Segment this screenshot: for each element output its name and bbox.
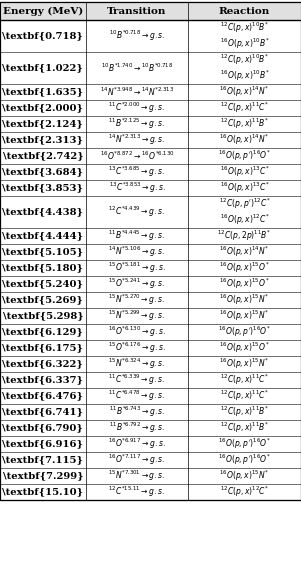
- Text: $^{14}N^{*3.948}\rightarrow{}^{14}N^{*2.313}$: $^{14}N^{*3.948}\rightarrow{}^{14}N^{*2.…: [100, 86, 174, 98]
- Text: $^{11}C^{*6.478}\rightarrow g.s.$: $^{11}C^{*6.478}\rightarrow g.s.$: [108, 389, 166, 403]
- Text: \textbf{5.298}: \textbf{5.298}: [2, 312, 83, 320]
- Text: $^{11}B^{*6.743}\rightarrow g.s.$: $^{11}B^{*6.743}\rightarrow g.s.$: [109, 405, 165, 419]
- Text: $^{12}C^{*4.439}\rightarrow g.s.$: $^{12}C^{*4.439}\rightarrow g.s.$: [108, 205, 166, 219]
- Text: \textbf{4.438}: \textbf{4.438}: [2, 207, 83, 217]
- Text: $^{15}O^{*5.181}\rightarrow g.s.$: $^{15}O^{*5.181}\rightarrow g.s.$: [108, 261, 166, 275]
- Text: $^{12}C(p,x)^{11}B^{*}$: $^{12}C(p,x)^{11}B^{*}$: [220, 117, 269, 131]
- Text: $^{16}O^{*6.130}\rightarrow g.s.$: $^{16}O^{*6.130}\rightarrow g.s.$: [108, 325, 166, 339]
- Text: \textbf{5.180}: \textbf{5.180}: [2, 264, 83, 273]
- Text: \textbf{6.175}: \textbf{6.175}: [2, 343, 83, 352]
- Text: $^{16}O(p,x)^{14}N^{*}$: $^{16}O(p,x)^{14}N^{*}$: [219, 85, 270, 99]
- Bar: [0, 2, 301, 20]
- Text: \textbf{3.853}: \textbf{3.853}: [2, 183, 83, 193]
- Text: $^{11}B^{*2.125}\rightarrow g.s.$: $^{11}B^{*2.125}\rightarrow g.s.$: [108, 117, 166, 131]
- Text: $^{16}O(p,x)^{15}O^{*}$: $^{16}O(p,x)^{15}O^{*}$: [219, 261, 270, 275]
- Text: Transition: Transition: [107, 6, 167, 15]
- Text: \textbf{5.240}: \textbf{5.240}: [2, 280, 83, 288]
- Text: \textbf{4.444}: \textbf{4.444}: [2, 231, 83, 241]
- Text: \textbf{7.299}: \textbf{7.299}: [3, 472, 83, 481]
- Bar: [0, 2, 301, 500]
- Text: $^{16}O^{*8.872}\rightarrow{}^{16}O^{*6.130}$: $^{16}O^{*8.872}\rightarrow{}^{16}O^{*6.…: [100, 150, 174, 162]
- Text: $^{16}O^{*7.117}\rightarrow g.s.$: $^{16}O^{*7.117}\rightarrow g.s.$: [108, 453, 166, 467]
- Text: \textbf{6.322}: \textbf{6.322}: [2, 359, 83, 368]
- Text: $^{15}N^{*7.301}\rightarrow g.s.$: $^{15}N^{*7.301}\rightarrow g.s.$: [108, 469, 166, 483]
- Text: $^{16}O(p,x)^{15}O^{*}$: $^{16}O(p,x)^{15}O^{*}$: [219, 341, 270, 355]
- Text: \textbf{2.000}: \textbf{2.000}: [2, 104, 83, 112]
- Text: Energy (MeV): Energy (MeV): [3, 6, 83, 15]
- Text: $^{11}C^{*2.000}\rightarrow g.s.$: $^{11}C^{*2.000}\rightarrow g.s.$: [108, 101, 166, 115]
- Text: $^{12}C(p,x)^{11}B^{*}$: $^{12}C(p,x)^{11}B^{*}$: [220, 421, 269, 435]
- Text: $^{15}N^{*6.324}\rightarrow g.s.$: $^{15}N^{*6.324}\rightarrow g.s.$: [108, 357, 166, 371]
- Text: $^{16}O(p,x)^{15}O^{*}$: $^{16}O(p,x)^{15}O^{*}$: [219, 277, 270, 291]
- Text: $^{16}O(p,x)^{14}N^{*}$: $^{16}O(p,x)^{14}N^{*}$: [219, 245, 270, 259]
- Bar: [0, 2, 301, 500]
- Text: $^{15}O^{*5.241}\rightarrow g.s.$: $^{15}O^{*5.241}\rightarrow g.s.$: [108, 277, 166, 291]
- Text: $^{12}C(p,x)^{10}B^{*}$: $^{12}C(p,x)^{10}B^{*}$: [220, 53, 269, 67]
- Text: $^{12}C(p,x)^{10}B^{*}$: $^{12}C(p,x)^{10}B^{*}$: [220, 21, 269, 35]
- Text: $^{16}O(p,x)^{13}C^{*}$: $^{16}O(p,x)^{13}C^{*}$: [219, 165, 270, 179]
- Text: $^{16}O(p,x)^{15}N^{*}$: $^{16}O(p,x)^{15}N^{*}$: [219, 293, 270, 307]
- Text: $^{16}O(p,x)^{10}B^{*}$: $^{16}O(p,x)^{10}B^{*}$: [220, 37, 269, 51]
- Text: $^{10}B^{*0.718}\rightarrow g.s.$: $^{10}B^{*0.718}\rightarrow g.s.$: [109, 29, 165, 43]
- Text: \textbf{6.741}: \textbf{6.741}: [2, 407, 83, 417]
- Text: $^{13}C^{*3.853}\rightarrow g.s.$: $^{13}C^{*3.853}\rightarrow g.s.$: [109, 181, 165, 195]
- Text: \textbf{6.790}: \textbf{6.790}: [2, 423, 83, 433]
- Text: $^{12}C(p,x)^{11}C^{*}$: $^{12}C(p,x)^{11}C^{*}$: [220, 101, 269, 115]
- Text: \textbf{2.742}: \textbf{2.742}: [2, 151, 83, 160]
- Text: $^{12}C^{*15.11}\rightarrow g.s.$: $^{12}C^{*15.11}\rightarrow g.s.$: [108, 485, 166, 499]
- Text: $^{16}O^{*6.917}\rightarrow g.s.$: $^{16}O^{*6.917}\rightarrow g.s.$: [108, 437, 166, 451]
- Text: $^{14}N^{*2.313}\rightarrow g.s.$: $^{14}N^{*2.313}\rightarrow g.s.$: [108, 133, 166, 147]
- Text: $^{15}O^{*6.176}\rightarrow g.s.$: $^{15}O^{*6.176}\rightarrow g.s.$: [108, 341, 166, 355]
- Text: $^{12}C(p,p')^{12}C^{*}$: $^{12}C(p,p')^{12}C^{*}$: [219, 197, 271, 211]
- Text: $^{16}O(p,x)^{10}B^{*}$: $^{16}O(p,x)^{10}B^{*}$: [220, 69, 269, 83]
- Text: Reaction: Reaction: [219, 6, 270, 15]
- Text: \textbf{7.115}: \textbf{7.115}: [2, 456, 83, 465]
- Text: $^{13}C^{*3.685}\rightarrow g.s.$: $^{13}C^{*3.685}\rightarrow g.s.$: [108, 165, 166, 179]
- Text: $^{12}C(p,x)^{11}C^{*}$: $^{12}C(p,x)^{11}C^{*}$: [220, 389, 269, 403]
- Text: $^{16}O(p,x)^{15}N^{*}$: $^{16}O(p,x)^{15}N^{*}$: [219, 309, 270, 323]
- Text: $^{16}O(p,x)^{15}N^{*}$: $^{16}O(p,x)^{15}N^{*}$: [219, 357, 270, 371]
- Text: \textbf{2.313}: \textbf{2.313}: [2, 135, 83, 144]
- Text: $^{11}B^{*4.445}\rightarrow g.s.$: $^{11}B^{*4.445}\rightarrow g.s.$: [108, 229, 166, 243]
- Text: \textbf{3.684}: \textbf{3.684}: [2, 167, 83, 176]
- Text: $^{16}O(p,p')^{16}O^{*}$: $^{16}O(p,p')^{16}O^{*}$: [218, 453, 271, 467]
- Text: \textbf{5.105}: \textbf{5.105}: [2, 248, 83, 257]
- Text: $^{11}B^{*6.792}\rightarrow g.s.$: $^{11}B^{*6.792}\rightarrow g.s.$: [109, 421, 165, 435]
- Text: \textbf{0.718}: \textbf{0.718}: [2, 32, 83, 41]
- Text: $^{15}N^{*5.270}\rightarrow g.s.$: $^{15}N^{*5.270}\rightarrow g.s.$: [108, 293, 166, 307]
- Text: \textbf{1.635}: \textbf{1.635}: [2, 88, 83, 96]
- Text: $^{16}O(p,x)^{14}N^{*}$: $^{16}O(p,x)^{14}N^{*}$: [219, 133, 270, 147]
- Text: $^{16}O(p,p')^{16}O^{*}$: $^{16}O(p,p')^{16}O^{*}$: [218, 149, 271, 163]
- Text: \textbf{6.337}: \textbf{6.337}: [2, 375, 83, 384]
- Text: $^{16}O(p,p')^{16}O^{*}$: $^{16}O(p,p')^{16}O^{*}$: [218, 325, 271, 339]
- Text: $^{10}B^{*1.740}\rightarrow{}^{10}B^{*0.718}$: $^{10}B^{*1.740}\rightarrow{}^{10}B^{*0.…: [101, 62, 173, 74]
- Text: $^{14}N^{*5.106}\rightarrow g.s.$: $^{14}N^{*5.106}\rightarrow g.s.$: [108, 245, 166, 259]
- Text: \textbf{1.022}: \textbf{1.022}: [2, 64, 83, 73]
- Text: $^{16}O(p,x)^{13}C^{*}$: $^{16}O(p,x)^{13}C^{*}$: [219, 181, 270, 195]
- Text: \textbf{6.129}: \textbf{6.129}: [2, 328, 83, 336]
- Text: $^{11}C^{*6.339}\rightarrow g.s.$: $^{11}C^{*6.339}\rightarrow g.s.$: [108, 373, 166, 387]
- Text: \textbf{6.916}: \textbf{6.916}: [2, 439, 83, 449]
- Text: $^{12}C(p,x)^{12}C^{*}$: $^{12}C(p,x)^{12}C^{*}$: [220, 485, 269, 499]
- Text: $^{16}O(p,x)^{15}N^{*}$: $^{16}O(p,x)^{15}N^{*}$: [219, 469, 270, 483]
- Text: $^{12}C(p,x)^{11}B^{*}$: $^{12}C(p,x)^{11}B^{*}$: [220, 405, 269, 419]
- Text: $^{16}O(p,x)^{12}C^{*}$: $^{16}O(p,x)^{12}C^{*}$: [219, 213, 270, 227]
- Text: \textbf{6.476}: \textbf{6.476}: [2, 391, 83, 401]
- Text: $^{16}O(p,p')^{16}O^{*}$: $^{16}O(p,p')^{16}O^{*}$: [218, 437, 271, 451]
- Text: \textbf{2.124}: \textbf{2.124}: [2, 120, 83, 128]
- Text: $^{12}C(p,2p)^{11}B^{*}$: $^{12}C(p,2p)^{11}B^{*}$: [217, 229, 272, 243]
- Text: \textbf{15.10}: \textbf{15.10}: [2, 488, 83, 496]
- Text: $^{12}C(p,x)^{11}C^{*}$: $^{12}C(p,x)^{11}C^{*}$: [220, 373, 269, 387]
- Text: \textbf{5.269}: \textbf{5.269}: [2, 296, 83, 304]
- Text: $^{15}N^{*5.299}\rightarrow g.s.$: $^{15}N^{*5.299}\rightarrow g.s.$: [108, 309, 166, 323]
